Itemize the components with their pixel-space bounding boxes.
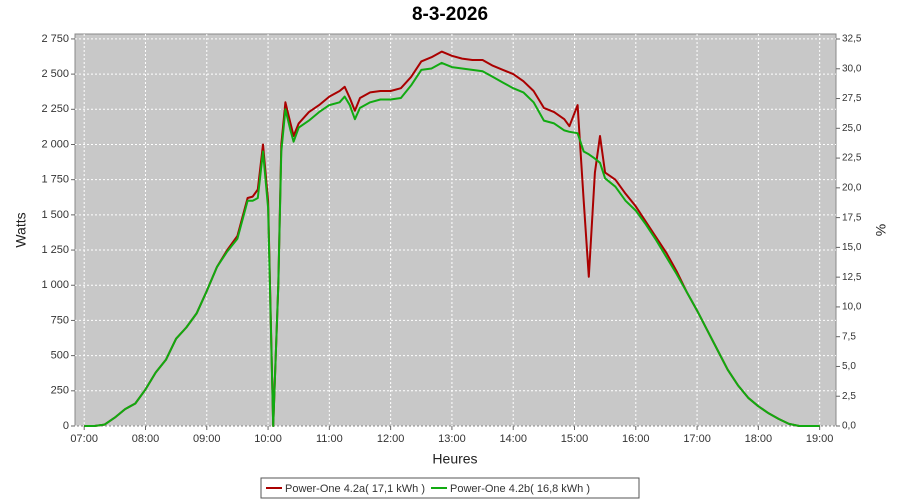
- y2-tick-label: 17,5: [842, 212, 862, 223]
- x-tick-label: 09:00: [193, 433, 221, 445]
- x-tick-label: 12:00: [377, 433, 405, 445]
- x-tick-label: 16:00: [622, 433, 650, 445]
- y2-tick-label: 5,0: [842, 361, 856, 372]
- chart-title: 8-3-2026: [412, 4, 488, 25]
- x-tick-label: 17:00: [683, 433, 711, 445]
- x-tick-label: 18:00: [745, 433, 773, 445]
- y-tick-label: 1 500: [41, 209, 69, 221]
- x-tick-label: 07:00: [70, 433, 98, 445]
- y-tick-label: 500: [51, 350, 69, 362]
- legend: [260, 477, 640, 499]
- y-tick-label: 2 000: [41, 138, 69, 150]
- legend-label: Power-One 4.2b( 16,8 kWh ): [450, 483, 590, 495]
- y-tick-label: 750: [51, 314, 69, 326]
- y-tick-label: 0: [63, 420, 69, 432]
- y2-tick-label: 22,5: [842, 153, 862, 164]
- x-tick-label: 14:00: [499, 433, 527, 445]
- legend-label: Power-One 4.2a( 17,1 kWh ): [285, 483, 425, 495]
- plot-area: [74, 33, 837, 427]
- y-tick-label: 2 500: [41, 68, 69, 80]
- y-tick-label: 2 250: [41, 103, 69, 115]
- y2-axis-title: %: [873, 224, 889, 236]
- y2-tick-label: 15,0: [842, 242, 862, 253]
- y2-tick-label: 10,0: [842, 302, 862, 313]
- x-tick-label: 11:00: [316, 433, 343, 445]
- y2-tick-label: 30,0: [842, 63, 862, 74]
- x-tick-label: 10:00: [254, 433, 282, 445]
- x-tick-label: 08:00: [132, 433, 160, 445]
- x-tick-label: 13:00: [438, 433, 466, 445]
- y-tick-label: 1 750: [41, 174, 69, 186]
- y2-tick-label: 7,5: [842, 331, 856, 342]
- y-tick-label: 1 000: [41, 279, 69, 291]
- y2-tick-label: 12,5: [842, 272, 862, 283]
- x-tick-label: 19:00: [806, 433, 834, 445]
- x-axis-title: Heures: [432, 451, 477, 467]
- series-line: [84, 61, 820, 427]
- y2-tick-label: 32,5: [842, 34, 862, 45]
- y-tick-label: 250: [51, 385, 69, 397]
- y2-tick-label: 27,5: [842, 93, 862, 104]
- x-tick-label: 15:00: [561, 433, 589, 445]
- y2-tick-label: 0,0: [842, 421, 856, 432]
- y2-tick-label: 25,0: [842, 123, 862, 134]
- y-axis-title: Watts: [13, 212, 29, 247]
- y2-tick-label: 2,5: [842, 391, 856, 402]
- y-tick-label: 1 250: [41, 244, 69, 256]
- y-tick-label: 2 750: [41, 33, 69, 45]
- y2-tick-label: 20,0: [842, 182, 862, 193]
